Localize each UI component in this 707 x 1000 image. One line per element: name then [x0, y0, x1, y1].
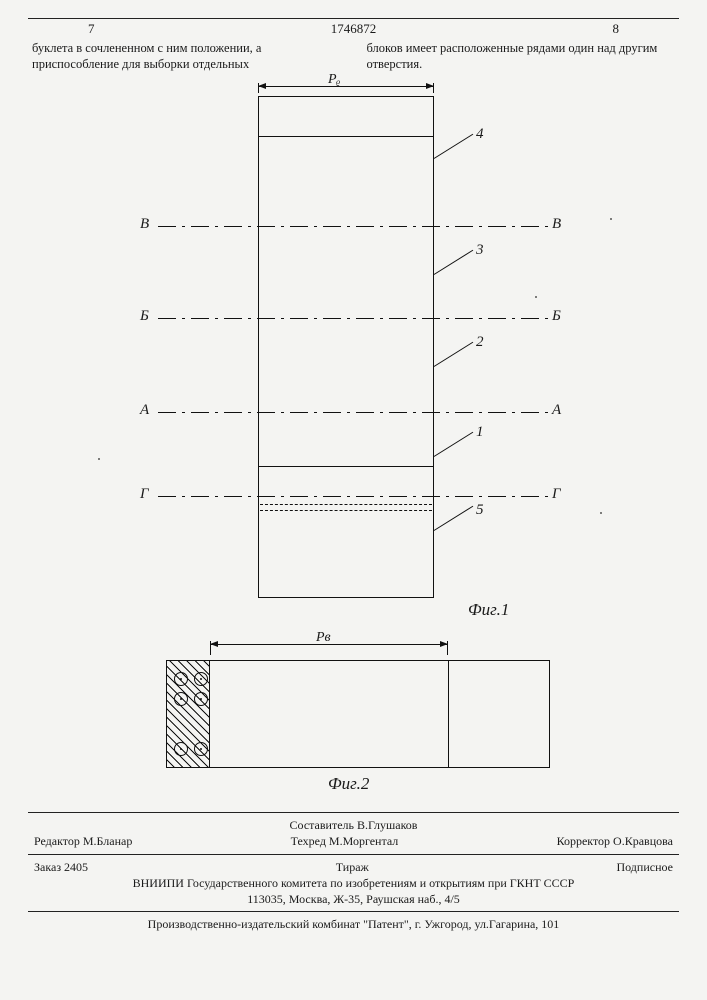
order-number: Заказ 2405: [34, 859, 88, 875]
right-column-text: блоков имеет расположенные рядами один н…: [367, 41, 676, 72]
section-line-g: [158, 496, 548, 497]
pointer-1-line: [434, 432, 474, 457]
tirazh-label: Тираж: [336, 859, 369, 875]
hole-icon: [174, 692, 188, 706]
fig1-dimension-label: Рᵨ: [328, 72, 341, 88]
section-label-v-right: В: [552, 216, 561, 233]
body-columns: буклета в сочлененном с ним положении, а…: [28, 41, 679, 72]
pointer-2-label: 2: [476, 334, 484, 351]
techred-line: Техред М.Моргентал: [291, 833, 399, 849]
pointer-2-line: [434, 342, 474, 367]
footer: Составитель В.Глушаков Редактор М.Бланар…: [28, 812, 679, 932]
pointer-3-line: [434, 250, 474, 275]
hole-icon: [174, 672, 188, 686]
fig1-dashed-line-2: [260, 510, 432, 511]
fig1-outline: [258, 96, 434, 598]
fig2-caption: Фиг.2: [328, 774, 369, 794]
publisher-line: Производственно-издательский комбинат "П…: [28, 916, 679, 932]
editor-line: Редактор М.Бланар: [34, 833, 132, 849]
pointer-3-label: 3: [476, 242, 484, 259]
page-header: 7 1746872 8: [28, 21, 679, 37]
org-line-2: 113035, Москва, Ж-35, Раушская наб., 4/5: [28, 891, 679, 907]
org-line-1: ВНИИПИ Государственного комитета по изоб…: [28, 875, 679, 891]
footer-rule-2: [28, 854, 679, 855]
dim-arrow-left-icon: [258, 83, 266, 89]
section-label-b-left: Б: [140, 308, 149, 325]
hole-icon: [194, 692, 208, 706]
scan-noise: [610, 218, 612, 220]
compiler-line: Составитель В.Глушаков: [28, 817, 679, 833]
section-line-v: [158, 226, 548, 227]
scan-noise: [98, 458, 100, 460]
pointer-5-line: [434, 506, 474, 531]
pointer-4-label: 4: [476, 126, 484, 143]
pointer-1-label: 1: [476, 424, 484, 441]
pointer-5-label: 5: [476, 502, 484, 519]
fig2-hole-row-3: [174, 742, 208, 756]
fig1-internal-line-2: [258, 466, 434, 467]
fig2-hole-row-2: [174, 692, 208, 706]
fig2-outline: [166, 660, 550, 768]
section-label-a-left: А: [140, 402, 149, 419]
fig1-dimension-line: [258, 86, 434, 87]
hole-icon: [194, 742, 208, 756]
dim-arrow-right-icon: [426, 83, 434, 89]
fig1-caption: Фиг.1: [468, 600, 509, 620]
section-label-b-right: Б: [552, 308, 561, 325]
fig2-dim-arrow-right-icon: [440, 641, 448, 647]
section-line-b: [158, 318, 548, 319]
hole-icon: [174, 742, 188, 756]
scan-noise: [600, 512, 602, 514]
section-label-g-right: Г: [552, 486, 561, 503]
section-label-g-left: Г: [140, 486, 149, 503]
figure-1: Рᵨ В В Б Б А А Г Г 4 3 2 1 5 Фиг.1: [28, 78, 679, 638]
left-column-text: буклета в сочлененном с ним положении, а…: [32, 41, 341, 72]
fig1-internal-line: [258, 136, 434, 137]
footer-rule-1: [28, 812, 679, 813]
section-line-a: [158, 412, 548, 413]
pointer-4-line: [434, 134, 474, 159]
hole-icon: [194, 672, 208, 686]
scan-noise: [535, 296, 537, 298]
top-rule: [28, 18, 679, 19]
fig2-hole-row-1: [174, 672, 208, 686]
fig2-dim-arrow-left-icon: [210, 641, 218, 647]
fig2-dimension-label: Рв: [316, 630, 331, 646]
footer-rule-3: [28, 911, 679, 912]
section-label-a-right: А: [552, 402, 561, 419]
fig2-vertical-divider: [448, 660, 449, 768]
fig1-dashed-line-1: [260, 504, 432, 505]
figure-2: Рв Фиг.2: [28, 638, 679, 808]
corrector-line: Корректор О.Кравцова: [557, 833, 673, 849]
subscription-label: Подписное: [616, 859, 673, 875]
document-number: 1746872: [95, 21, 613, 37]
section-label-v-left: В: [140, 216, 149, 233]
page-number-right: 8: [613, 21, 620, 37]
